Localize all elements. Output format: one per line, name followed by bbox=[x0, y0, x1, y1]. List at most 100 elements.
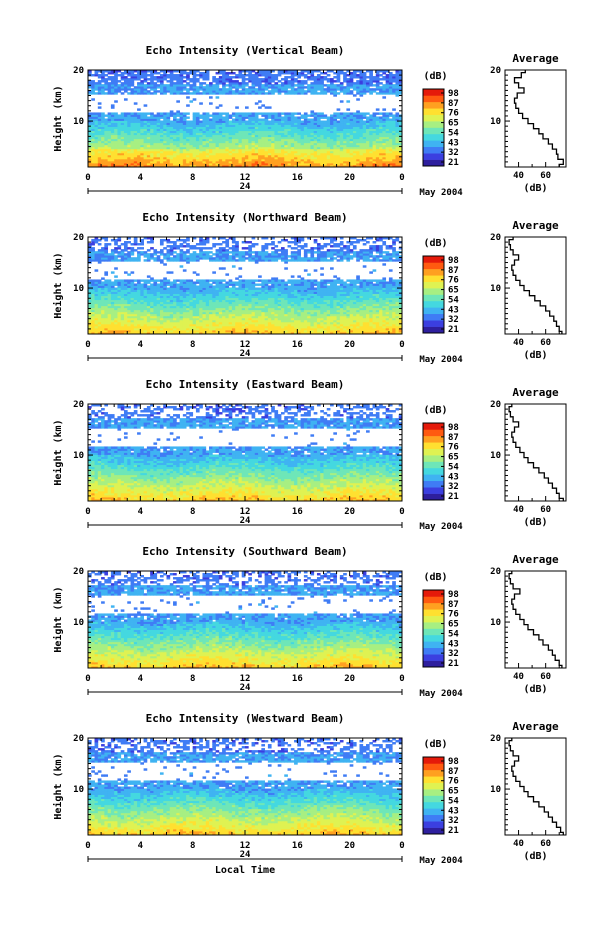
heatmap-cell bbox=[320, 121, 324, 123]
heatmap-cell bbox=[199, 121, 203, 123]
heatmap-cell bbox=[117, 114, 121, 116]
heatmap-cell bbox=[186, 112, 190, 114]
heatmap-cell bbox=[265, 92, 269, 94]
heatmap-cell bbox=[134, 74, 138, 76]
heatmap-cell bbox=[353, 94, 357, 96]
heatmap-cell bbox=[157, 72, 161, 74]
heatmap-cell bbox=[232, 76, 236, 78]
heatmap-cell bbox=[121, 82, 125, 84]
heatmap-cell bbox=[284, 76, 288, 78]
heatmap-cell bbox=[167, 80, 171, 82]
heatmap-cell bbox=[98, 112, 102, 114]
heatmap-cell bbox=[340, 100, 344, 102]
heatmap-cell bbox=[268, 106, 272, 108]
colorbar-swatch bbox=[423, 160, 444, 167]
heatmap-cell bbox=[297, 116, 301, 118]
colorbar-unit-label: (dB) bbox=[423, 71, 447, 82]
heatmap-cell bbox=[245, 88, 249, 90]
heatmap-cell bbox=[297, 112, 301, 114]
heatmap-cell bbox=[157, 84, 161, 86]
panel-title: Echo Intensity (Vertical Beam) bbox=[146, 44, 345, 57]
heatmap-cell bbox=[153, 114, 157, 116]
heatmap-cell bbox=[121, 112, 125, 114]
heatmap-cell bbox=[317, 112, 321, 114]
heatmap-cell bbox=[356, 98, 360, 100]
heatmap-cell bbox=[274, 112, 278, 114]
heatmap-cell bbox=[291, 112, 295, 114]
heatmap-cell bbox=[271, 74, 275, 76]
heatmap-cell bbox=[232, 90, 236, 92]
heatmap-cell bbox=[369, 88, 373, 90]
heatmap-cell bbox=[265, 112, 269, 114]
heatmap-cell bbox=[199, 72, 203, 74]
heatmap-cell bbox=[193, 112, 197, 114]
month-label: May 2004 bbox=[419, 188, 463, 198]
heatmap-cell bbox=[288, 76, 292, 78]
heatmap-cell bbox=[337, 84, 341, 86]
heatmap-cell bbox=[137, 112, 141, 114]
heatmap-cell bbox=[369, 114, 373, 116]
heatmap-cell bbox=[320, 112, 324, 114]
heatmap-cell bbox=[196, 86, 200, 88]
heatmap-cell bbox=[95, 82, 99, 84]
heatmap-cell bbox=[235, 80, 239, 82]
heatmap-cell bbox=[111, 104, 115, 106]
heatmap-cell bbox=[225, 88, 229, 90]
heatmap-cell bbox=[235, 74, 239, 76]
heatmap-cell bbox=[225, 84, 229, 86]
heatmap-cell bbox=[353, 82, 357, 84]
heatmap-cell bbox=[327, 84, 331, 86]
y-tick-label: 10 bbox=[73, 117, 84, 127]
heatmap-cell bbox=[258, 78, 262, 80]
heatmap-cell bbox=[307, 114, 311, 116]
heatmap-cell bbox=[199, 82, 203, 84]
heatmap-cell bbox=[373, 88, 377, 90]
heatmap-cell bbox=[324, 72, 328, 74]
heatmap-cell bbox=[232, 72, 236, 74]
panel-2: Echo Intensity (Northward Beam)1020Heigh… bbox=[52, 211, 566, 365]
heatmap-cell bbox=[245, 78, 249, 80]
heatmap-cell bbox=[327, 116, 331, 118]
heatmap-cell bbox=[160, 74, 164, 76]
heatmap-cell bbox=[212, 112, 216, 114]
heatmap-cell bbox=[98, 80, 102, 82]
colorbar-swatch bbox=[423, 128, 444, 135]
heatmap-cell bbox=[258, 106, 262, 108]
heatmap-cell bbox=[167, 112, 171, 114]
heatmap-cell bbox=[248, 112, 252, 114]
heatmap-cell bbox=[101, 112, 105, 114]
heatmap-cell bbox=[356, 110, 360, 112]
heatmap-cell bbox=[108, 112, 112, 114]
heatmap-cell bbox=[337, 121, 341, 123]
heatmap-cell bbox=[333, 84, 337, 86]
heatmap-cell bbox=[104, 92, 108, 94]
heatmap-cell bbox=[363, 121, 367, 123]
heatmap-cell bbox=[389, 72, 393, 74]
heatmap-cell bbox=[216, 78, 220, 80]
panel-title: Echo Intensity (Northward Beam) bbox=[142, 211, 347, 224]
heatmap-cell bbox=[232, 119, 236, 121]
heatmap-cell bbox=[301, 80, 305, 82]
heatmap-cell bbox=[281, 82, 285, 84]
heatmap-cell bbox=[196, 112, 200, 114]
heatmap-cell bbox=[373, 112, 377, 114]
profile-x-tick-label: 60 bbox=[540, 171, 551, 181]
heatmap-cell bbox=[317, 74, 321, 76]
heatmap-cell bbox=[140, 80, 144, 82]
colorbar-swatch bbox=[423, 89, 444, 96]
heatmap-cell bbox=[193, 98, 197, 100]
heatmap-cell bbox=[294, 112, 298, 114]
heatmap-cell bbox=[382, 84, 386, 86]
heatmap-cell bbox=[245, 106, 249, 108]
heatmap-cell bbox=[131, 88, 135, 90]
heatmap-cell bbox=[117, 80, 121, 82]
heatmap-cell bbox=[124, 112, 128, 114]
heatmap-cell bbox=[196, 74, 200, 76]
heatmap-cell bbox=[310, 119, 314, 121]
colorbar-tick-label: 21 bbox=[448, 158, 459, 168]
heatmap-cell bbox=[261, 84, 265, 86]
x-tick-label: 4 bbox=[138, 173, 144, 183]
colorbar-tick-label: 65 bbox=[448, 119, 459, 129]
heatmap-cell bbox=[170, 110, 174, 112]
